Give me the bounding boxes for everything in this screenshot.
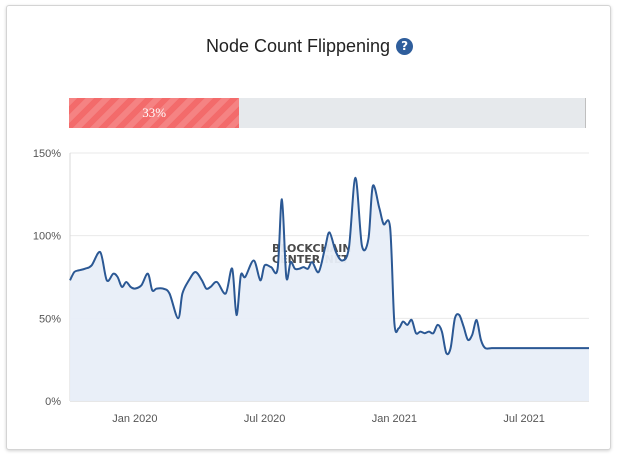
x-tick-label: Jul 2020 — [244, 413, 286, 425]
flippening-progress-label: 33% — [142, 105, 167, 120]
y-tick-labels: 0% 50% 100% 150% — [33, 148, 61, 408]
y-tick-label: 100% — [33, 231, 61, 243]
x-tick-labels: Jan 2020 Jul 2020 Jan 2021 Jul 2021 — [112, 413, 545, 425]
question-circle-icon[interactable]: ? — [396, 38, 414, 55]
chart-title: Node Count Flippening — [205, 36, 391, 56]
flippening-progress-bar: 33% — [69, 98, 586, 128]
x-tick-label: Jan 2020 — [112, 413, 157, 425]
series-area — [70, 177, 589, 401]
y-tick-label: 0% — [45, 396, 61, 408]
x-tick-label: Jul 2021 — [503, 413, 545, 425]
y-tick-label: 50% — [39, 313, 61, 325]
y-tick-label: 150% — [33, 148, 61, 160]
flippening-progress-fill: 33% — [69, 98, 240, 128]
x-tick-label: Jan 2021 — [372, 413, 417, 425]
chart-title-row: Node Count Flippening? — [0, 36, 619, 57]
series-line — [69, 176, 589, 356]
